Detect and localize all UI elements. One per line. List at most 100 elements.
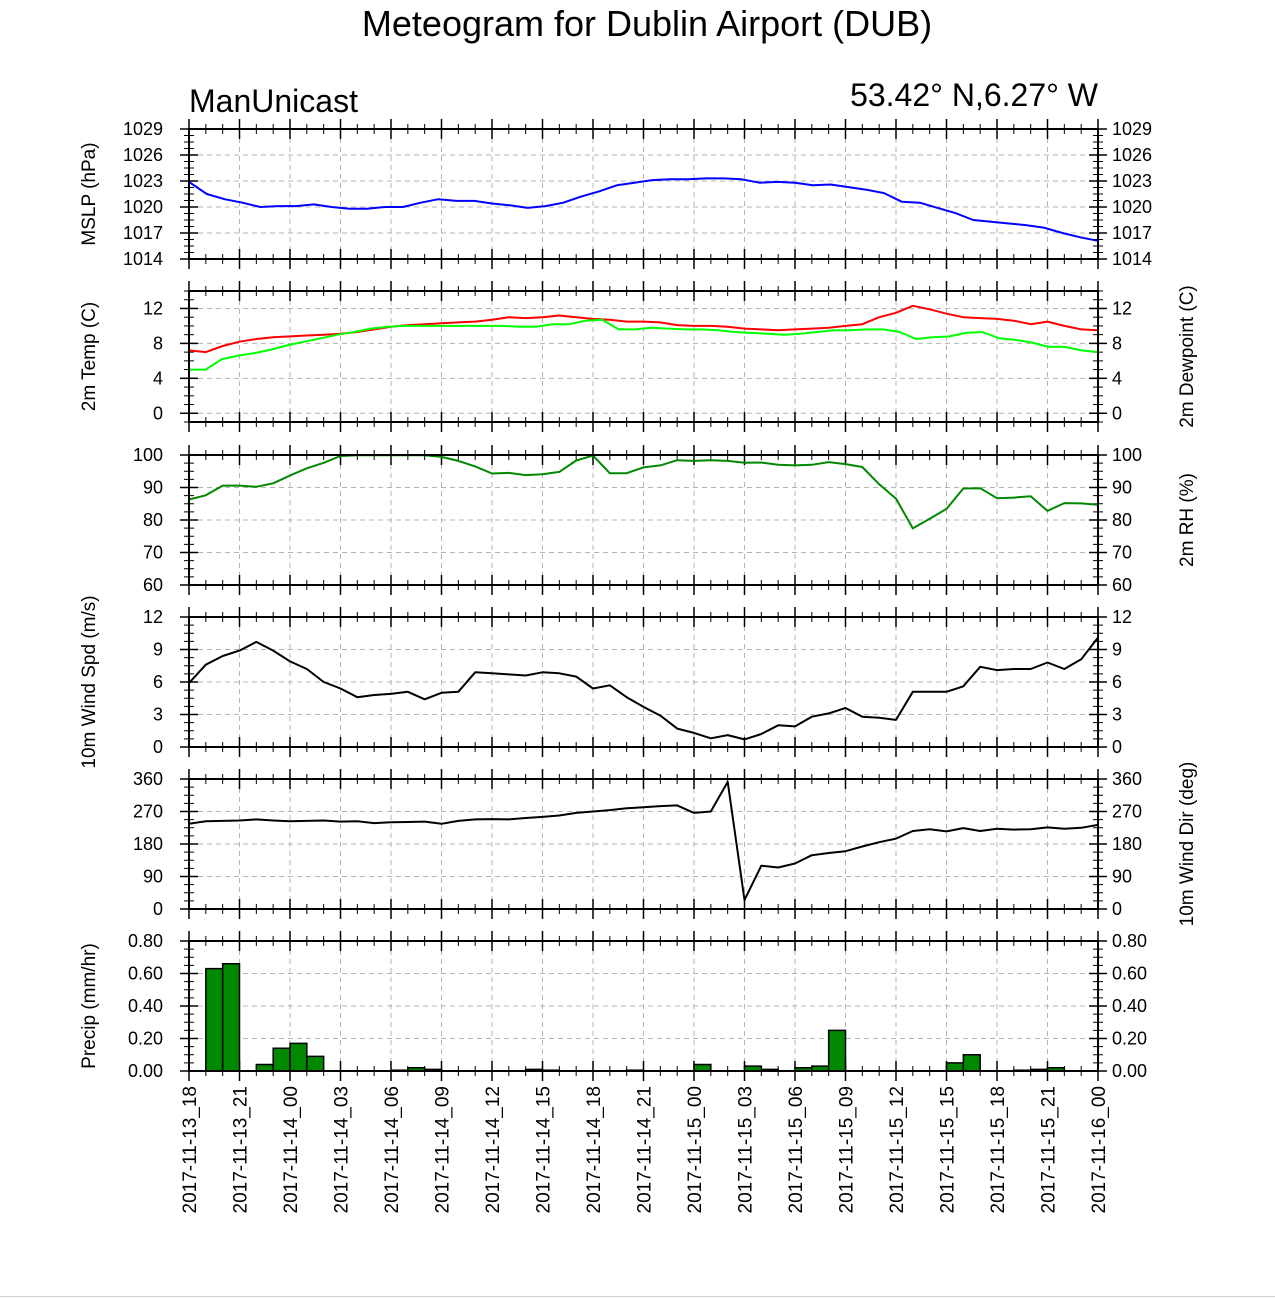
y-tick-label: 6 <box>153 672 163 692</box>
y-axis-title-left: 2m Temp (C) <box>79 302 100 411</box>
time-label: 2017-11-14_00 <box>281 1086 302 1213</box>
y-tick-label: 100 <box>133 445 163 465</box>
y-tick-label-right: 12 <box>1112 607 1132 627</box>
y-tick-label: 4 <box>153 368 163 388</box>
y-tick-label-right: 1023 <box>1112 171 1152 191</box>
time-label: 2017-11-15_00 <box>685 1086 706 1213</box>
time-label: 2017-11-14_15 <box>534 1086 555 1213</box>
y-tick-label: 0.00 <box>128 1061 163 1081</box>
y-tick-label-right: 0.40 <box>1112 996 1147 1016</box>
y-tick-label-right: 1026 <box>1112 145 1152 165</box>
y-tick-label: 9 <box>153 640 163 660</box>
y-tick-label-right: 6 <box>1112 672 1122 692</box>
panel-5: 0 0 90 90 180 180 270 270 360 360 10m Wind Dir (de… <box>133 762 1198 927</box>
y-tick-label: 0.60 <box>128 964 163 984</box>
y-tick-label-right: 0.80 <box>1112 931 1147 951</box>
y-axis-title-right: 2m Dewpoint (C) <box>1177 285 1198 428</box>
y-tick-label-right: 270 <box>1112 802 1142 822</box>
series-line-mslp <box>188 177 1099 242</box>
panel-frame <box>188 128 1099 260</box>
time-label: 2017-11-13_18 <box>180 1086 201 1213</box>
y-tick-label: 3 <box>153 705 163 725</box>
y-tick-label: 0.20 <box>128 1029 163 1049</box>
y-tick-label-right: 0 <box>1112 403 1122 423</box>
y-tick-label: 180 <box>133 834 163 854</box>
precip-bar <box>221 963 241 1072</box>
bottom-rule <box>0 1296 1275 1297</box>
y-tick-label-right: 180 <box>1112 834 1142 854</box>
panel-frame <box>188 616 1099 748</box>
precip-bar <box>272 1047 291 1072</box>
y-tick-label: 1014 <box>123 249 163 269</box>
y-tick-label-right: 0 <box>1112 899 1122 919</box>
y-tick-label-right: 0.60 <box>1112 964 1147 984</box>
series-line-wind <box>188 780 1099 901</box>
time-label: 2017-11-13_21 <box>231 1086 252 1213</box>
y-axis-title-left: Precip (mm/hr) <box>79 943 100 1069</box>
y-axis-title-left: MSLP (hPa) <box>79 142 100 245</box>
precip-bar <box>205 967 224 1072</box>
precip-bar <box>962 1054 981 1072</box>
y-tick-label: 1020 <box>123 197 163 217</box>
y-tick-label-right: 90 <box>1112 867 1132 887</box>
y-tick-label: 270 <box>133 802 163 822</box>
time-label: 2017-11-15_18 <box>988 1086 1009 1213</box>
panel-3: 60 60 70 70 80 80 90 90 100 100 2m RH (%) <box>133 445 1198 595</box>
time-label: 2017-11-14_18 <box>584 1086 605 1213</box>
y-tick-label-right: 3 <box>1112 705 1122 725</box>
station-coordinates: 53.42° N,6.27° W <box>850 77 1099 113</box>
y-tick-label: 70 <box>143 543 163 563</box>
y-tick-label: 90 <box>143 867 163 887</box>
y-tick-label-right: 12 <box>1112 298 1132 318</box>
time-label: 2017-11-14_03 <box>332 1086 353 1213</box>
precip-bar <box>827 1029 847 1072</box>
precip-bar <box>306 1055 325 1072</box>
time-label: 2017-11-14_21 <box>635 1086 656 1213</box>
time-label: 2017-11-15_12 <box>887 1086 908 1213</box>
panel-6: 0.00 0.00 0.20 0.20 0.40 0.40 0.60 0.60 0.80 0.80… <box>79 931 1147 1081</box>
y-tick-label: 80 <box>143 510 163 530</box>
y-tick-label-right: 4 <box>1112 368 1122 388</box>
series-line-wind <box>188 636 1099 741</box>
y-tick-label-right: 0.20 <box>1112 1029 1147 1049</box>
time-axis: 2017-11-13_18 2017-11-13_21 2017-11-14_00 2… <box>180 1086 1110 1213</box>
panel-frame <box>188 778 1099 910</box>
y-tick-label: 360 <box>133 769 163 789</box>
time-label: 2017-11-15_06 <box>786 1086 807 1213</box>
y-tick-label-right: 90 <box>1112 478 1132 498</box>
y-tick-label: 0 <box>153 737 163 757</box>
y-tick-label-right: 8 <box>1112 333 1122 353</box>
time-label: 2017-11-15_09 <box>837 1086 858 1213</box>
time-label: 2017-11-14_12 <box>483 1086 504 1213</box>
time-label: 2017-11-14_09 <box>433 1086 454 1213</box>
y-tick-label-right: 100 <box>1112 445 1142 465</box>
y-tick-label-right: 1014 <box>1112 249 1152 269</box>
y-tick-label-right: 60 <box>1112 575 1132 595</box>
y-tick-label: 1029 <box>123 119 163 139</box>
panel-4: 0 0 3 3 6 6 9 9 12 12 10m Wind Spd (m/s) <box>79 595 1132 768</box>
panels-group: 1014 1014 1017 1017 1020 1020 1023 1023 1026 1026… <box>79 119 1198 1081</box>
panel-frame <box>188 940 1099 1072</box>
panel-frame <box>188 290 1099 423</box>
time-label: 2017-11-16_00 <box>1089 1086 1110 1213</box>
chart-title: Meteogram for Dublin Airport (DUB) <box>362 3 932 44</box>
time-label: 2017-11-14_06 <box>382 1086 403 1213</box>
y-tick-label: 12 <box>143 607 163 627</box>
y-tick-label: 1023 <box>123 171 163 191</box>
model-name: ManUnicast <box>189 83 358 119</box>
y-tick-label: 8 <box>153 333 163 353</box>
y-tick-label-right: 80 <box>1112 510 1132 530</box>
precip-bar <box>945 1062 965 1072</box>
y-tick-label: 0.80 <box>128 931 163 951</box>
y-axis-title-left: 10m Wind Spd (m/s) <box>79 595 100 768</box>
y-tick-label: 1017 <box>123 223 163 243</box>
y-tick-label: 0 <box>153 899 163 919</box>
y-tick-label: 12 <box>143 298 163 318</box>
y-tick-label: 90 <box>143 478 163 498</box>
y-tick-label: 1026 <box>123 145 163 165</box>
y-axis-title-right: 2m RH (%) <box>1177 473 1198 567</box>
panel-frame <box>188 454 1099 586</box>
y-tick-label: 0 <box>153 403 163 423</box>
